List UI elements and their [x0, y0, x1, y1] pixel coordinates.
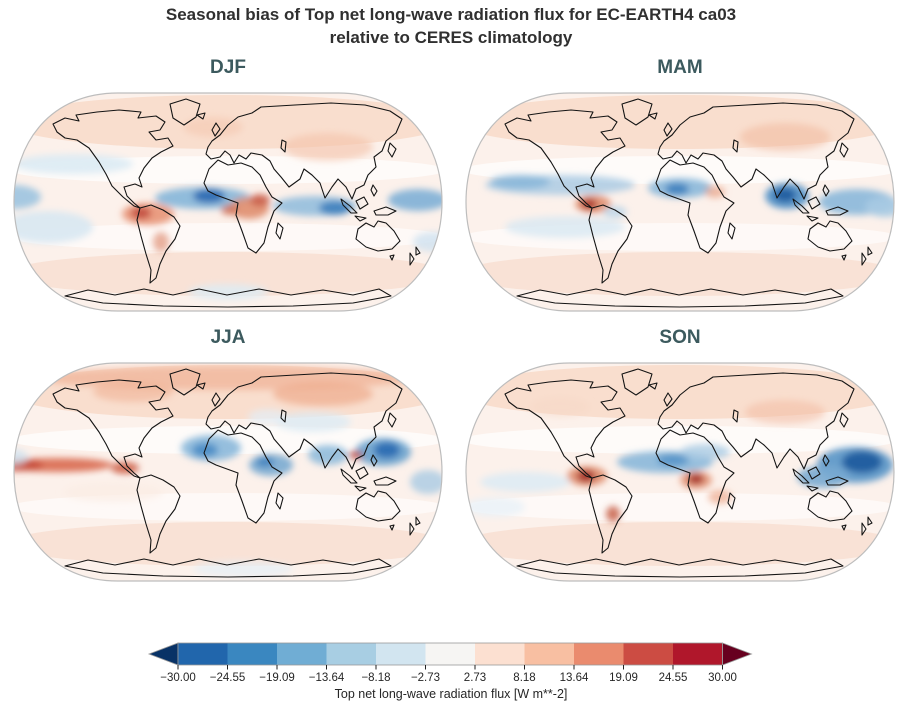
colorbar-segment — [178, 643, 228, 665]
colorbar-segment — [376, 643, 426, 665]
figure-title-line2: relative to CERES climatology — [329, 28, 573, 47]
colorbar-label: Top net long-wave radiation flux [W m**-… — [334, 687, 568, 701]
son-bias-field — [466, 397, 893, 522]
map-mam — [465, 92, 895, 312]
colorbar-tick-label: 30.00 — [708, 672, 737, 684]
colorbar-tick-label: −19.09 — [259, 672, 295, 684]
map-son — [465, 362, 895, 582]
colorbar-segment — [574, 643, 624, 665]
colorbar-segment — [673, 643, 723, 665]
colorbar-tick-label: −2.73 — [410, 672, 441, 684]
map-jja — [13, 362, 443, 582]
jja-bias-field — [14, 366, 442, 577]
panel-title-jja: JJA — [210, 327, 246, 348]
colorbar-extend-below — [147, 642, 179, 666]
colorbar-tick-label: −24.55 — [209, 672, 246, 684]
colorbar-segment — [425, 643, 475, 665]
colorbar-segment — [227, 643, 277, 665]
map-djf — [13, 92, 443, 312]
panel-title-mam: MAM — [657, 57, 703, 78]
djf-bias-field — [14, 117, 442, 300]
colorbar-tick-label: 8.18 — [513, 672, 536, 684]
colorbar-tick-label: −8.18 — [361, 672, 391, 684]
colorbar-segment — [623, 643, 673, 665]
colorbar-segment — [277, 643, 327, 665]
panel-title-djf: DJF — [210, 57, 246, 78]
mam-bias-field — [485, 123, 894, 238]
colorbar-tick-label: 13.64 — [559, 672, 589, 684]
colorbar-tick-label: −13.64 — [308, 672, 345, 684]
colorbar-segment — [524, 643, 574, 665]
colorbar-extend-above — [722, 642, 753, 666]
colorbar-tick-label: 2.73 — [463, 672, 487, 684]
colorbar-ticks — [177, 665, 723, 670]
colorbar-tick-label: −30.00 — [160, 672, 196, 684]
colorbar-tick-label: 19.09 — [609, 672, 638, 684]
colorbar-segment — [475, 643, 525, 665]
colorbar-segment — [326, 643, 376, 665]
figure-title-line1: Seasonal bias of Top net long-wave radia… — [165, 5, 737, 24]
colorbar-tick-label: 24.55 — [658, 672, 688, 684]
panel-title-son: SON — [659, 327, 701, 348]
colorbar-outline — [177, 642, 723, 666]
colorbar — [147, 642, 753, 670]
